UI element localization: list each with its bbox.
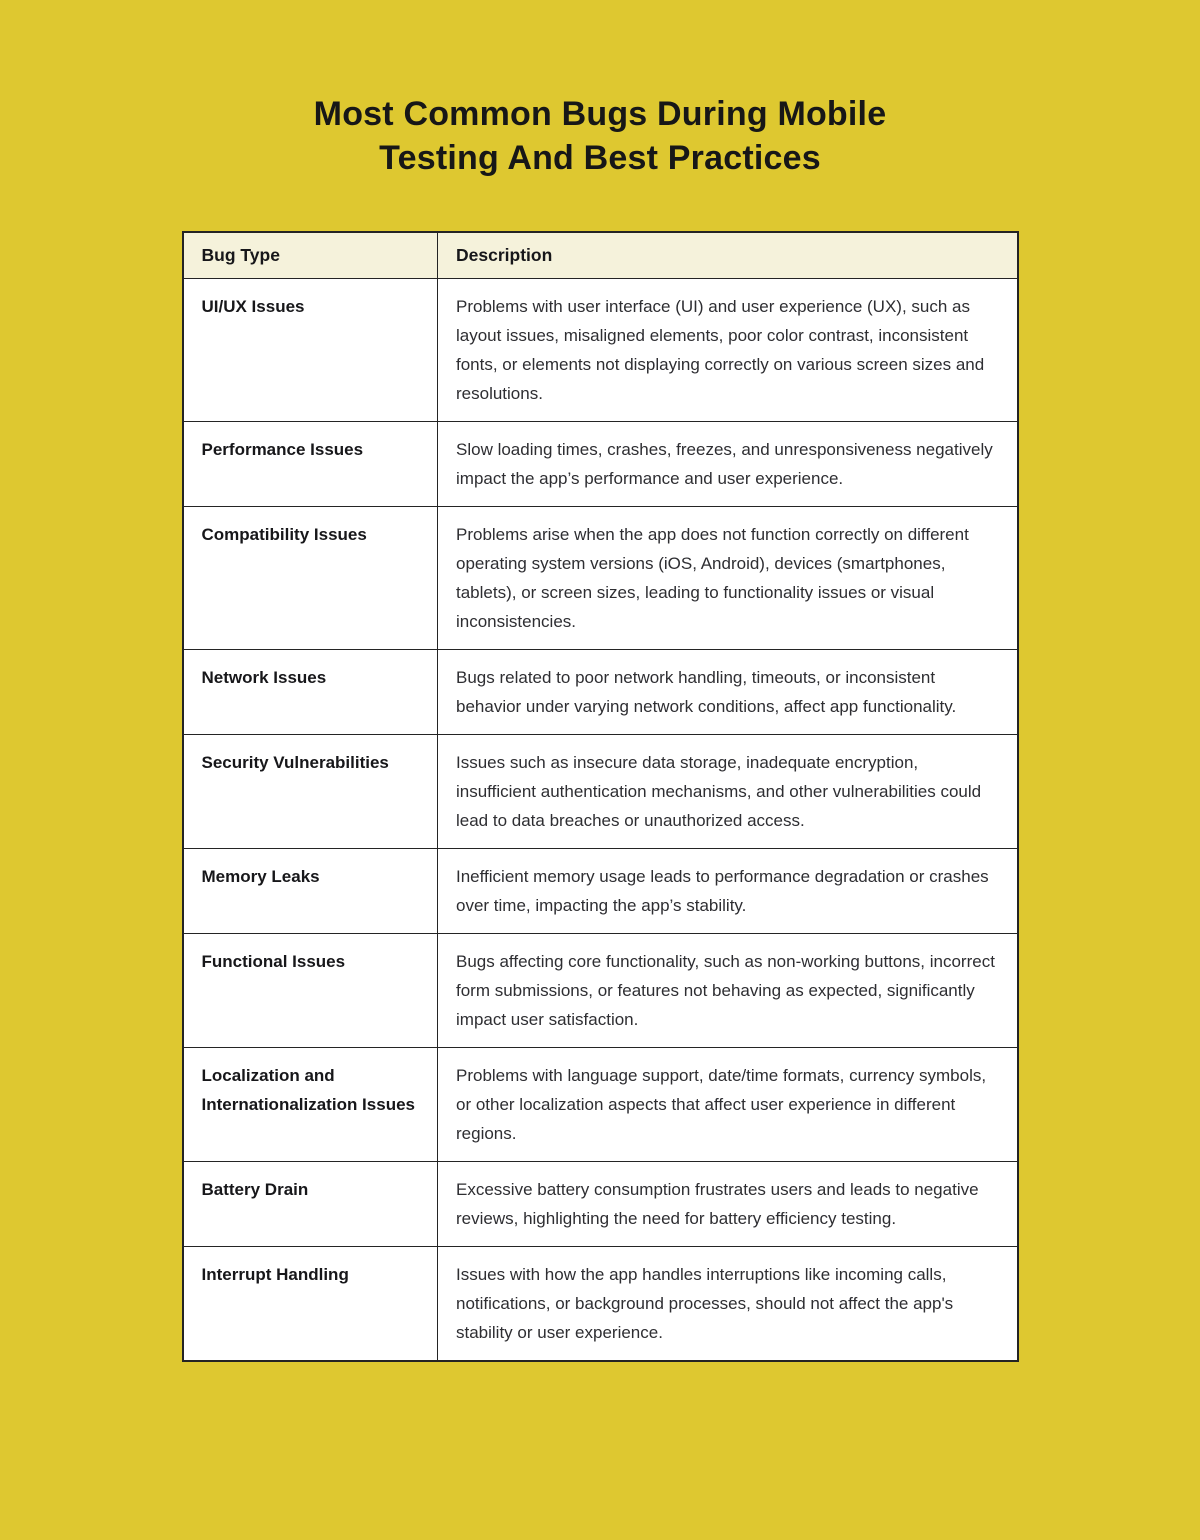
- bug-type-cell: Battery Drain: [182, 1161, 438, 1247]
- table-header-row: Bug Type Description: [182, 231, 1018, 279]
- bug-type-cell: Interrupt Handling: [182, 1246, 438, 1362]
- page-title: Most Common Bugs During Mobile Testing A…: [0, 92, 1200, 180]
- table-row: Compatibility Issues Problems arise when …: [182, 506, 1018, 650]
- description-cell: Bugs related to poor network handling, t…: [437, 649, 1018, 735]
- bug-type-cell: UI/UX Issues: [182, 278, 438, 422]
- description-cell: Problems with user interface (UI) and us…: [437, 278, 1018, 422]
- bug-type-cell: Network Issues: [182, 649, 438, 735]
- table-row: UI/UX Issues Problems with user interface…: [182, 278, 1018, 422]
- bug-table-head: Bug Type Description: [182, 231, 1018, 279]
- bug-table-body: UI/UX Issues Problems with user interface…: [182, 278, 1018, 1362]
- description-cell: Issues with how the app handles interrup…: [437, 1246, 1018, 1362]
- description-cell: Problems arise when the app does not fun…: [437, 506, 1018, 650]
- description-cell: Bugs affecting core functionality, such …: [437, 933, 1018, 1048]
- bug-type-cell: Compatibility Issues: [182, 506, 438, 650]
- table-row: Functional Issues Bugs affecting core fun…: [182, 933, 1018, 1048]
- column-header-bug-type: Bug Type: [182, 231, 438, 279]
- bug-type-cell: Memory Leaks: [182, 848, 438, 934]
- column-header-description: Description: [437, 231, 1018, 279]
- bug-type-cell: Security Vulnerabilities: [182, 734, 438, 849]
- description-cell: Excessive battery consumption frustrates…: [437, 1161, 1018, 1247]
- table-row: Localization and Internationalization Is…: [182, 1047, 1018, 1162]
- description-cell: Problems with language support, date/tim…: [437, 1047, 1018, 1162]
- table-row: Memory Leaks Inefficient memory usage lea…: [182, 848, 1018, 934]
- page-title-line-1: Most Common Bugs During Mobile: [313, 95, 887, 133]
- bug-type-cell: Localization and Internationalization Is…: [182, 1047, 438, 1162]
- table-row: Security Vulnerabilities Issues such as i…: [182, 734, 1018, 849]
- table-row: Battery Drain Excessive battery consumpti…: [182, 1161, 1018, 1247]
- bug-table: Bug Type Description UI/UX Issues Problem…: [181, 231, 1019, 1362]
- table-row: Network Issues Bugs related to poor netwo…: [182, 649, 1018, 735]
- description-cell: Issues such as insecure data storage, in…: [437, 734, 1018, 849]
- table-row: Performance Issues Slow loading times, cr…: [182, 421, 1018, 507]
- bug-type-cell: Performance Issues: [182, 421, 438, 507]
- description-cell: Inefficient memory usage leads to perfor…: [437, 848, 1018, 934]
- page-title-line-2: Testing And Best Practices: [379, 139, 821, 177]
- table-row: Interrupt Handling Issues with how the ap…: [182, 1246, 1018, 1362]
- description-cell: Slow loading times, crashes, freezes, an…: [437, 421, 1018, 507]
- bug-type-cell: Functional Issues: [182, 933, 438, 1048]
